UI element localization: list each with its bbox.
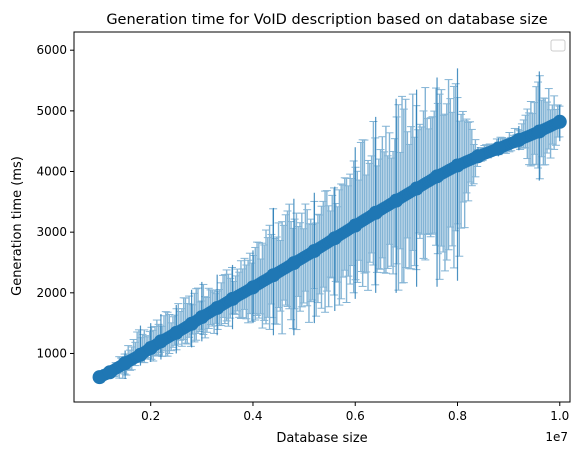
key-point [430,169,445,184]
key-point [286,256,301,271]
x-tick-label: 1.0 [550,409,569,423]
key-point [511,132,526,147]
key-point [348,218,363,233]
x-axis-offset-label: 1e7 [545,430,568,444]
key-point [153,334,168,349]
key-point [307,243,322,258]
y-tick-label: 3000 [36,225,67,239]
key-point [327,231,342,246]
key-point [210,300,225,315]
key-point [368,205,383,220]
key-point [470,149,485,164]
key-point [450,158,465,173]
y-tick-label: 1000 [36,346,67,360]
y-tick-label: 5000 [36,104,67,118]
y-tick-label: 6000 [36,43,67,57]
y-axis-label: Generation time (ms) [10,156,25,296]
key-point [133,347,148,362]
key-point [194,310,209,325]
plot-area [92,68,567,385]
key-point [532,124,547,139]
key-point [169,325,184,340]
key-point [389,193,404,208]
legend-box [550,39,566,52]
key-point [118,356,133,371]
key-point [143,341,158,356]
axes-frame [73,31,571,403]
x-axis-label: Database size [276,431,367,446]
key-point [102,365,117,380]
key-point [184,316,199,331]
key-point [409,181,424,196]
key-point [552,114,567,129]
key-point [225,291,240,306]
x-tick-label: 0.6 [346,409,365,423]
key-point [266,268,281,283]
chart-title: Generation time for VoID description bas… [106,12,547,28]
x-tick-label: 0.4 [243,409,262,423]
x-axis: 0.2 0.4 0.6 0.8 1.0 [141,402,569,423]
x-tick-label: 0.8 [448,409,467,423]
x-tick-label: 0.2 [141,409,160,423]
key-points [92,68,567,385]
y-tick-label: 4000 [36,165,67,179]
y-tick-label: 2000 [36,286,67,300]
key-point [245,280,260,295]
y-axis: 1000 2000 3000 4000 5000 6000 [36,43,74,360]
key-point [491,141,506,156]
